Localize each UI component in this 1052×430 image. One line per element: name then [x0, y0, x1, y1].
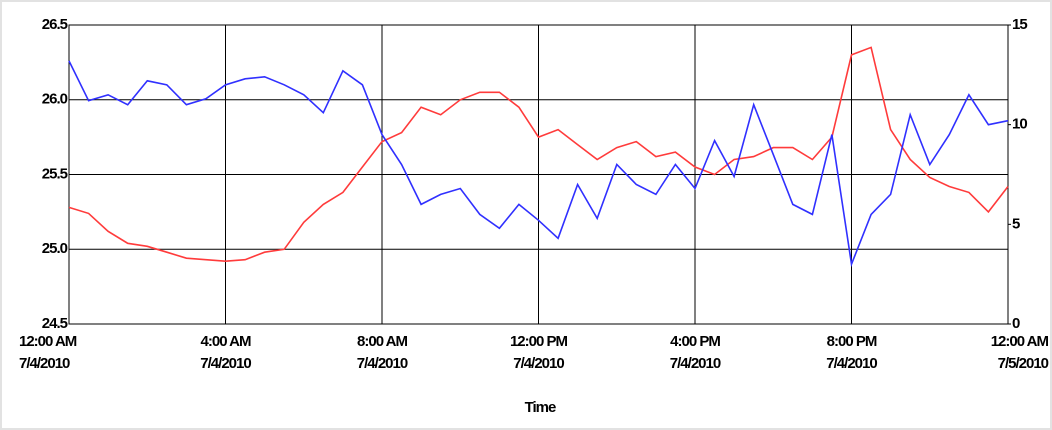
- x-tick-label: 4:00 AM: [201, 333, 251, 350]
- y2-tick-label: 10: [1012, 116, 1027, 133]
- x-tick-label: 4:00 PM: [670, 333, 720, 350]
- data-line: [68, 46, 1009, 263]
- x-tick-label: 7/4/2010: [670, 355, 721, 372]
- y-tick-label: 26.0: [42, 91, 68, 108]
- y-tick-label: 26.5: [42, 16, 68, 33]
- x-tick-label: 7/4/2010: [19, 355, 70, 372]
- x-tick-label: 7/4/2010: [826, 355, 877, 372]
- y-tick-label: 25.5: [42, 165, 68, 182]
- x-tick-label: 7/4/2010: [513, 355, 564, 372]
- data-line: [68, 60, 1009, 268]
- x-axis-title: Time: [525, 399, 556, 416]
- x-tick-label: 12:00 AM: [991, 333, 1049, 350]
- x-tick-label: 12:00 PM: [510, 333, 568, 350]
- x-tick-label: 7/5/2010: [998, 355, 1049, 372]
- x-tick-label: 8:00 AM: [357, 333, 407, 350]
- y2-tick-label: 15: [1012, 16, 1027, 33]
- x-tick-label: 12:00 AM: [19, 333, 77, 350]
- x-tick-label: 8:00 PM: [827, 333, 877, 350]
- y2-tick-label: 0: [1012, 315, 1020, 332]
- y2-tick-label: 5: [1012, 215, 1020, 232]
- y-tick-label: 24.5: [42, 315, 68, 332]
- y-tick-label: 25.0: [42, 240, 68, 257]
- x-tick-label: 7/4/2010: [200, 355, 251, 372]
- x-tick-label: 7/4/2010: [357, 355, 408, 372]
